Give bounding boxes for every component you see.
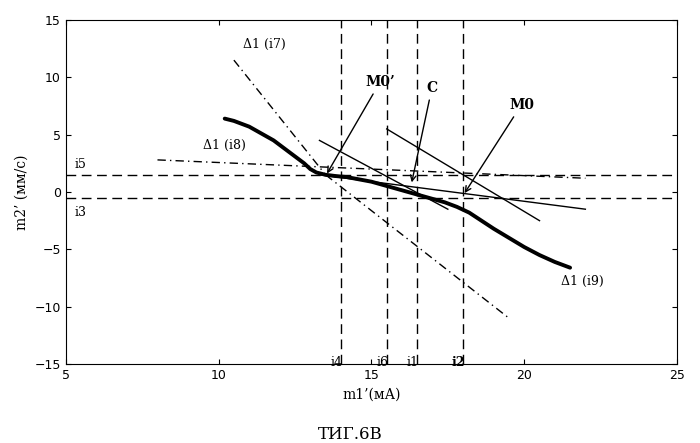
Text: i3: i3 (75, 206, 87, 219)
Text: i5: i5 (75, 158, 87, 171)
Text: ΤИГ.6В: ΤИГ.6В (318, 426, 382, 443)
Text: i1: i1 (407, 356, 419, 369)
Text: M0’: M0’ (328, 75, 395, 172)
Text: i2: i2 (452, 356, 466, 369)
Text: i6: i6 (376, 356, 388, 369)
Text: Δ1 (i7): Δ1 (i7) (243, 38, 286, 51)
Text: Δ1 (i8): Δ1 (i8) (203, 139, 246, 152)
Text: C: C (410, 81, 438, 181)
X-axis label: m1’(мА): m1’(мА) (342, 388, 400, 401)
Text: Δ1 (i9): Δ1 (i9) (561, 275, 603, 288)
Text: M0: M0 (466, 98, 534, 192)
Y-axis label: m2’ (мм/с): m2’ (мм/с) (15, 154, 29, 230)
Text: i4: i4 (330, 356, 342, 369)
